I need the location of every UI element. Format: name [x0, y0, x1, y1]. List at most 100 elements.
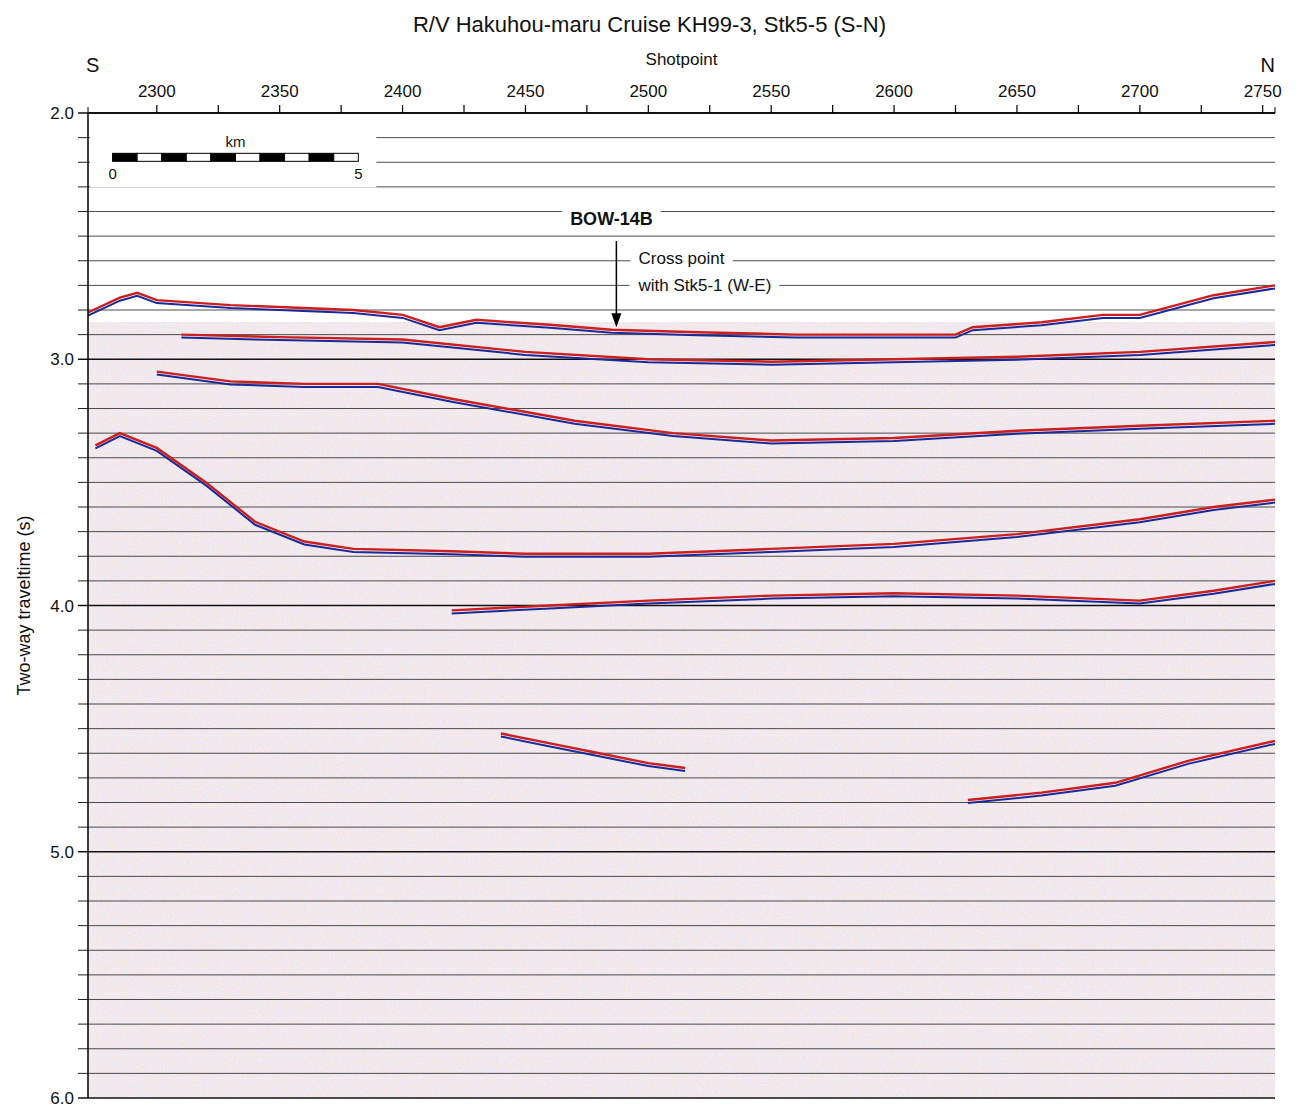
minor-tick — [78, 408, 88, 409]
x-minor-tick — [341, 105, 342, 113]
horizon — [968, 741, 1275, 800]
minor-tick — [78, 802, 88, 803]
x-minor-tick — [832, 105, 833, 113]
x-tick — [525, 105, 526, 113]
horizon — [157, 372, 1275, 441]
minor-tick — [78, 285, 88, 286]
y-tick — [78, 112, 88, 113]
minor-tick — [78, 556, 88, 557]
minor-tick — [78, 507, 88, 508]
arrow — [616, 241, 618, 317]
minor-tick — [78, 950, 88, 951]
y-tick-label: 3.0 — [50, 350, 74, 369]
minor-grid — [88, 827, 1275, 828]
scale-bar-segment — [211, 153, 236, 161]
minor-grid — [88, 777, 1275, 778]
x-tick-label: 2750 — [1244, 82, 1282, 101]
scale-bar-segment — [162, 153, 187, 161]
minor-tick — [78, 999, 88, 1000]
x-axis — [88, 112, 1275, 114]
minor-grid — [88, 1073, 1275, 1074]
grid-line — [88, 1097, 1275, 1098]
scale-bar-segment — [137, 153, 162, 161]
minor-grid — [88, 999, 1275, 1000]
x-minor-tick — [955, 105, 956, 113]
grid — [78, 113, 1275, 1098]
minor-grid — [88, 679, 1275, 680]
minor-tick — [78, 728, 88, 729]
x-tick-label: 2300 — [138, 82, 176, 101]
minor-grid — [88, 728, 1275, 729]
minor-tick — [78, 777, 88, 778]
minor-grid — [88, 507, 1275, 508]
x-minor-tick — [463, 105, 464, 113]
scale-bar-tick: 0 — [108, 165, 116, 182]
x-tick — [1016, 105, 1017, 113]
minor-tick — [78, 334, 88, 335]
end-label: S — [86, 54, 99, 76]
scale-bar-segment — [285, 153, 310, 161]
minor-tick — [78, 260, 88, 261]
minor-tick — [78, 531, 88, 532]
x-tick — [279, 105, 280, 113]
minor-grid — [88, 950, 1275, 951]
minor-grid — [88, 580, 1275, 581]
scale-bar-segment — [260, 153, 285, 161]
annotation: with Stk5-1 (W-E) — [637, 276, 771, 295]
minor-tick — [78, 679, 88, 680]
minor-tick — [78, 876, 88, 877]
grid-line — [88, 851, 1275, 852]
minor-tick — [78, 1024, 88, 1025]
scale-bar-label: km — [225, 133, 245, 150]
annotation: Cross point — [638, 249, 724, 268]
minor-grid — [88, 753, 1275, 754]
end-label: N — [1261, 54, 1275, 76]
x-minor-tick — [1201, 105, 1202, 113]
minor-tick — [78, 310, 88, 311]
minor-grid — [88, 974, 1275, 975]
minor-tick — [78, 630, 88, 631]
minor-tick — [78, 482, 88, 483]
x-tick-label: 2500 — [629, 82, 667, 101]
scale-bar-segment — [186, 153, 211, 161]
scale-bar-segment — [309, 153, 334, 161]
annotation: BOW-14B — [570, 209, 653, 229]
scale-bar-ground — [90, 125, 376, 187]
minor-tick — [78, 433, 88, 434]
minor-tick — [78, 457, 88, 458]
horizon — [501, 734, 685, 769]
minor-tick — [78, 211, 88, 212]
minor-tick — [78, 753, 88, 754]
minor-grid — [88, 802, 1275, 803]
minor-grid — [88, 211, 1275, 212]
texture — [88, 322, 1275, 1098]
minor-grid — [88, 630, 1275, 631]
minor-tick — [78, 580, 88, 581]
minor-tick — [78, 236, 88, 237]
minor-grid — [88, 236, 1275, 237]
minor-grid — [88, 408, 1275, 409]
x-tick-label: 2550 — [752, 82, 790, 101]
y-tick — [78, 851, 88, 852]
axis-end — [88, 107, 89, 113]
minor-tick — [78, 925, 88, 926]
minor-tick — [78, 137, 88, 138]
horizon — [95, 433, 1275, 554]
minor-tick — [78, 901, 88, 902]
minor-tick — [78, 383, 88, 384]
y-axis-title: Two-way traveltime (s) — [14, 515, 34, 695]
x-tick — [1139, 105, 1140, 113]
x-tick — [156, 105, 157, 113]
x-tick-label: 2700 — [1121, 82, 1159, 101]
minor-tick — [78, 1073, 88, 1074]
minor-tick — [78, 1048, 88, 1049]
horizon-shadow — [95, 436, 1275, 557]
horizon-shadow — [501, 737, 685, 772]
x-minor-tick — [586, 105, 587, 113]
y-tick-label: 4.0 — [50, 597, 74, 616]
horizon — [452, 581, 1275, 611]
scale-bar-tick: 5 — [354, 165, 362, 182]
arrow-head — [611, 313, 621, 327]
x-tick — [1262, 105, 1263, 113]
scale-bar-segment — [113, 153, 138, 161]
